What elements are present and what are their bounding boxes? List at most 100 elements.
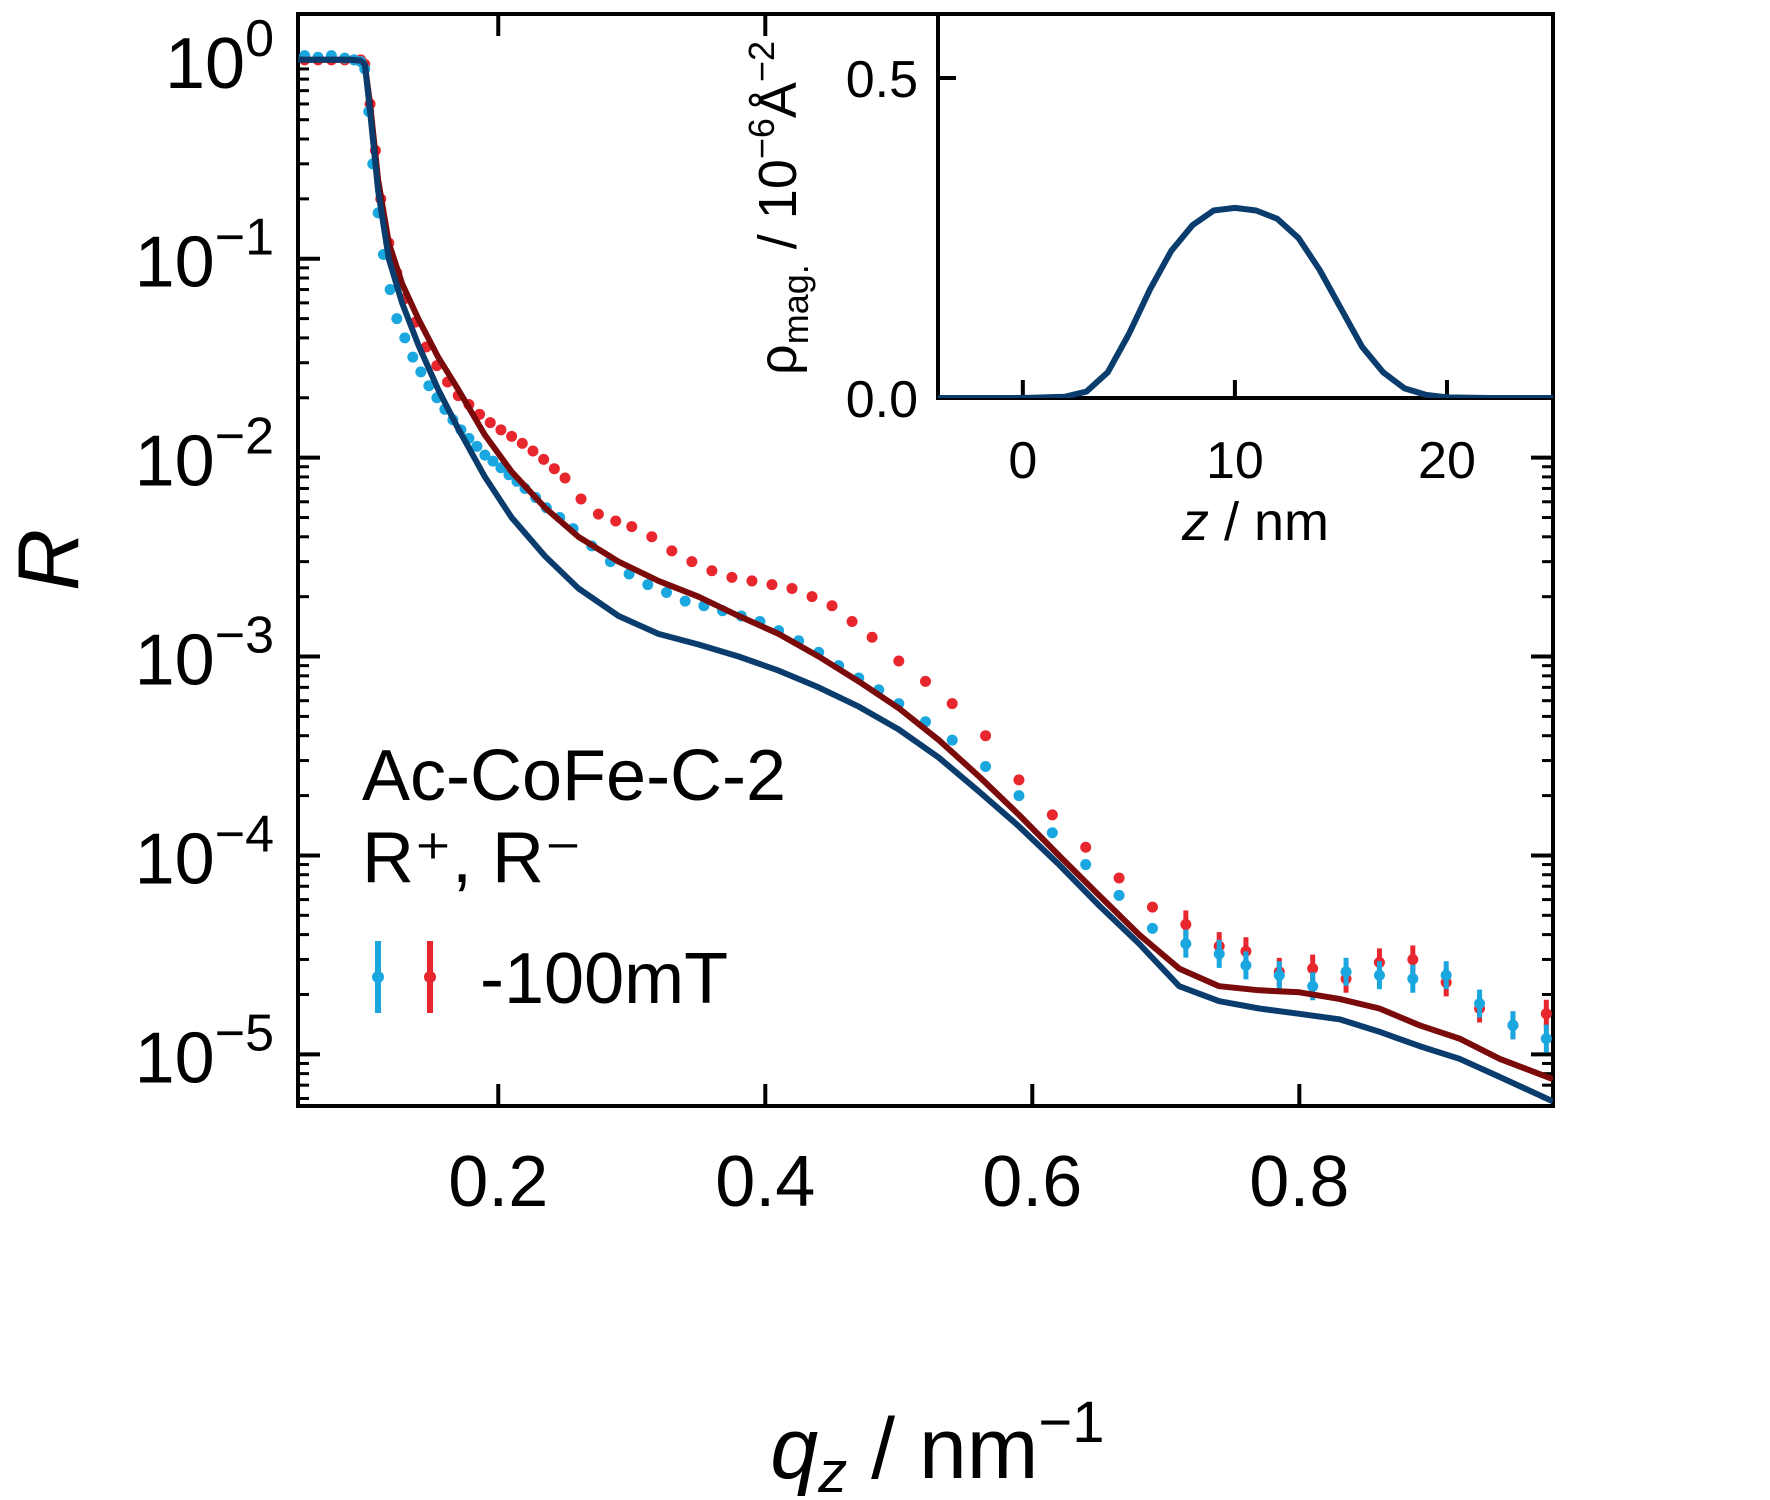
inset-x-axis-title: z / nm	[1181, 492, 1329, 552]
data-point	[1240, 945, 1252, 957]
data-point	[786, 582, 798, 594]
data-point	[1013, 774, 1025, 786]
legend-label: -100mT	[480, 939, 728, 1019]
x-tick-label: 0.8	[1249, 1142, 1349, 1222]
inset-plot: 0 10 20 0.0 0.5 z / nm ρmag. / 10−6Å−2	[741, 12, 1555, 552]
data-point	[391, 313, 403, 325]
data-point	[1507, 1019, 1519, 1031]
inset-y-tick-label: 0.5	[846, 51, 918, 109]
y-axis-title: R	[1, 529, 97, 591]
inset-frame	[936, 12, 1555, 400]
x-tick-label: 0.2	[448, 1142, 548, 1222]
y-tick-label: 10−2	[135, 408, 274, 502]
x-tick-label: 0.6	[982, 1142, 1082, 1222]
data-point	[1213, 948, 1225, 960]
data-point	[980, 730, 992, 742]
data-point	[1046, 827, 1058, 839]
data-point	[548, 463, 560, 475]
y-tick-label: 10−5	[135, 1004, 274, 1098]
data-point	[1113, 889, 1125, 901]
data-point	[384, 284, 396, 296]
data-point	[746, 575, 758, 587]
data-point	[666, 545, 678, 557]
y-tick-label: 10−4	[135, 805, 274, 899]
data-point	[1373, 969, 1385, 981]
data-point	[980, 761, 992, 773]
data-point	[1307, 963, 1319, 975]
data-point	[1340, 966, 1352, 978]
y-tick-label: 10−3	[135, 607, 274, 701]
data-point	[423, 380, 435, 392]
inset-x-tick-label: 0	[1008, 432, 1037, 490]
data-point	[846, 616, 858, 628]
data-point	[1407, 953, 1419, 965]
data-point	[575, 493, 587, 505]
fit-line-3	[298, 56, 1553, 1105]
data-point	[1407, 973, 1419, 985]
data-point	[559, 472, 571, 484]
data-point	[538, 453, 550, 465]
data-point	[1180, 938, 1192, 950]
data-point	[592, 508, 604, 520]
data-point	[1540, 1008, 1552, 1020]
inset-y-tick-label: 0.0	[846, 371, 918, 429]
data-point	[1146, 901, 1158, 913]
data-point	[642, 579, 654, 591]
data-point	[766, 579, 778, 591]
data-point	[946, 734, 958, 746]
data-point	[1180, 918, 1192, 930]
data-point	[946, 698, 958, 710]
data-point	[1240, 959, 1252, 971]
data-point	[1540, 1033, 1552, 1045]
data-point	[1013, 790, 1025, 802]
legend-point-minus	[372, 971, 384, 983]
inset-y-axis-title: ρmag. / 10−6Å−2	[741, 41, 816, 375]
legend-point-plus	[424, 971, 436, 983]
data-point	[1113, 872, 1125, 884]
data-point	[415, 366, 427, 378]
inset-x-tick-label: 10	[1206, 432, 1264, 490]
x-axis-title: qz / nm−1	[770, 1390, 1104, 1500]
main-plot-frame	[296, 12, 1555, 1108]
inset-x-tick-label: 20	[1418, 432, 1476, 490]
data-point	[506, 430, 518, 442]
fit-line-2	[298, 56, 1553, 1083]
data-point	[920, 675, 931, 687]
data-point	[679, 595, 691, 607]
inset-profile-line	[938, 204, 1553, 398]
data-point	[487, 455, 499, 467]
x-tick-label: 0.4	[715, 1142, 815, 1222]
data-point	[706, 565, 718, 577]
data-point	[479, 449, 491, 461]
data-point	[407, 351, 419, 363]
data-point	[1080, 841, 1092, 853]
y-tick-label: 10−1	[135, 209, 274, 303]
y-tick-label: 100	[165, 10, 274, 104]
data-point	[626, 521, 638, 533]
data-point	[516, 437, 528, 449]
data-point	[806, 591, 818, 603]
data-point	[660, 586, 672, 598]
annotation-line: R⁺, R⁻	[362, 818, 582, 898]
data-point	[1474, 998, 1486, 1010]
main-series	[298, 50, 1553, 1105]
data-point	[495, 424, 507, 436]
data-point	[399, 332, 411, 344]
data-point	[1307, 980, 1319, 992]
data-point	[484, 417, 496, 429]
data-point	[527, 445, 539, 457]
annotation-line: Ac-CoFe-C-2	[362, 736, 786, 816]
data-point	[1146, 922, 1158, 934]
data-point	[646, 531, 658, 543]
data-point	[610, 515, 622, 527]
data-point	[1440, 969, 1452, 981]
data-point	[866, 631, 878, 643]
data-point	[893, 655, 905, 667]
data-point	[726, 571, 738, 583]
data-point	[1046, 809, 1058, 821]
data-point	[826, 600, 838, 612]
data-point	[1080, 859, 1092, 871]
data-point	[1273, 969, 1285, 981]
